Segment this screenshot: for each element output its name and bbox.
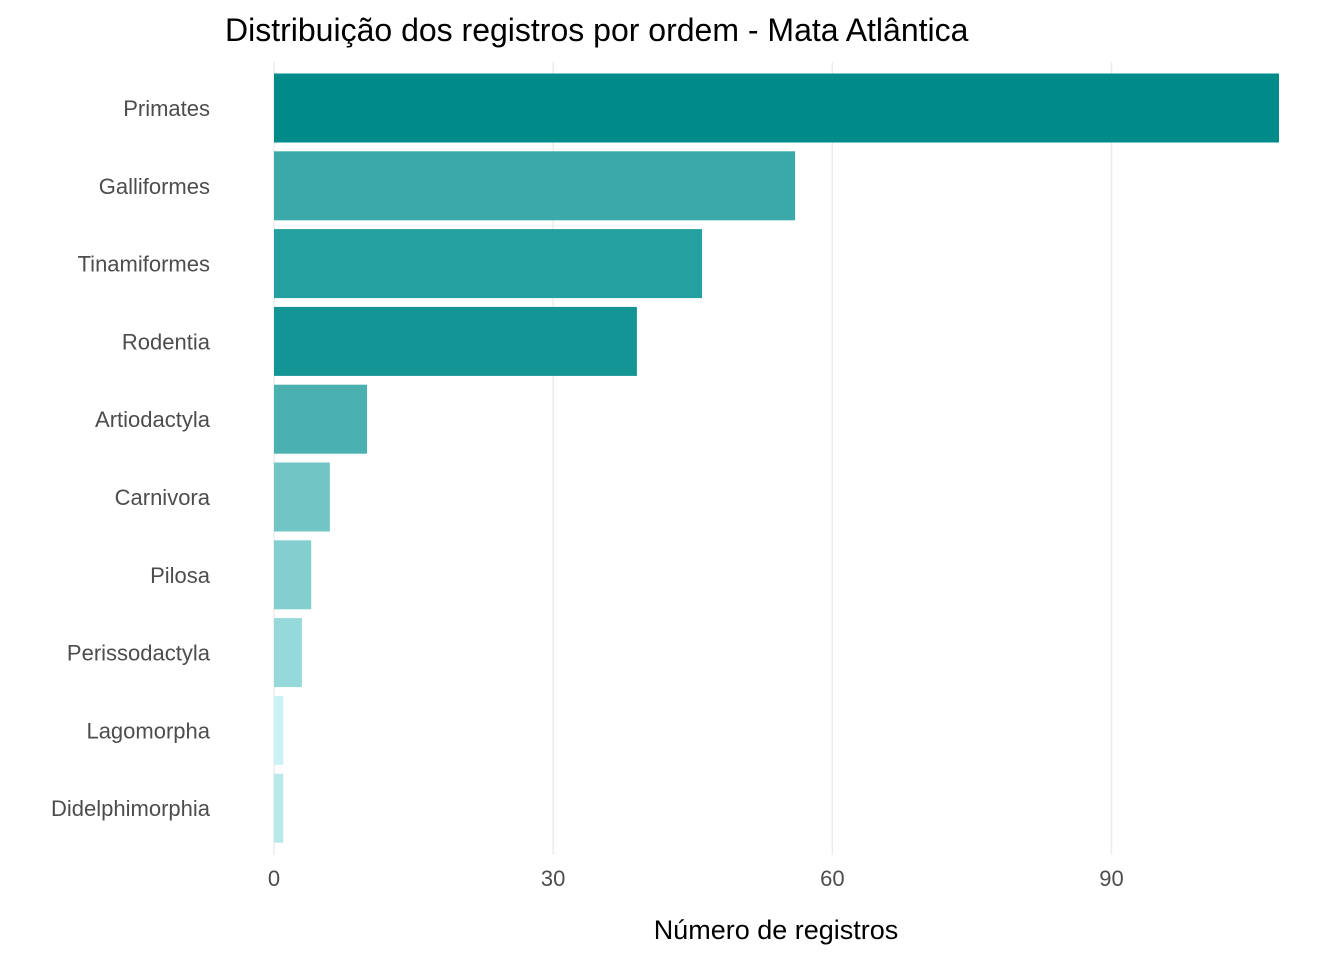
bar-galliformes bbox=[274, 151, 796, 221]
bar-artiodactyla bbox=[274, 384, 368, 454]
bar-tinamiformes bbox=[274, 229, 703, 299]
y-tick-label-galliformes: Galliformes bbox=[99, 174, 210, 199]
bars bbox=[274, 73, 1279, 843]
y-tick-label-lagomorpha: Lagomorpha bbox=[86, 718, 210, 743]
y-tick-label-artiodactyla: Artiodactyla bbox=[95, 407, 211, 432]
x-tick-label: 60 bbox=[820, 866, 844, 891]
bar-lagomorpha bbox=[274, 695, 284, 765]
x-tick-label: 90 bbox=[1099, 866, 1123, 891]
x-axis-title: Número de registros bbox=[654, 915, 899, 945]
bar-pilosa bbox=[274, 540, 312, 610]
bar-primates bbox=[274, 73, 1279, 143]
bar-carnivora bbox=[274, 462, 330, 532]
y-tick-label-primates: Primates bbox=[123, 96, 210, 121]
x-tick-label: 0 bbox=[268, 866, 280, 891]
y-tick-label-didelphimorphia: Didelphimorphia bbox=[51, 796, 211, 821]
x-tick-labels: 0 30 60 90 bbox=[268, 866, 1124, 891]
y-tick-label-carnivora: Carnivora bbox=[115, 485, 211, 510]
chart-title: Distribuição dos registros por ordem - M… bbox=[225, 12, 969, 48]
y-tick-labels: Primates Galliformes Tinamiformes Rodentia A… bbox=[51, 96, 211, 821]
x-tick-label: 30 bbox=[541, 866, 565, 891]
y-tick-label-perissodactyla: Perissodactyla bbox=[67, 641, 211, 666]
bar-perissodactyla bbox=[274, 618, 302, 688]
bar-rodentia bbox=[274, 306, 637, 376]
y-tick-label-tinamiformes: Tinamiformes bbox=[78, 252, 210, 277]
y-tick-label-rodentia: Rodentia bbox=[122, 329, 211, 354]
y-tick-label-pilosa: Pilosa bbox=[150, 563, 211, 588]
bar-didelphimorphia bbox=[274, 773, 284, 843]
